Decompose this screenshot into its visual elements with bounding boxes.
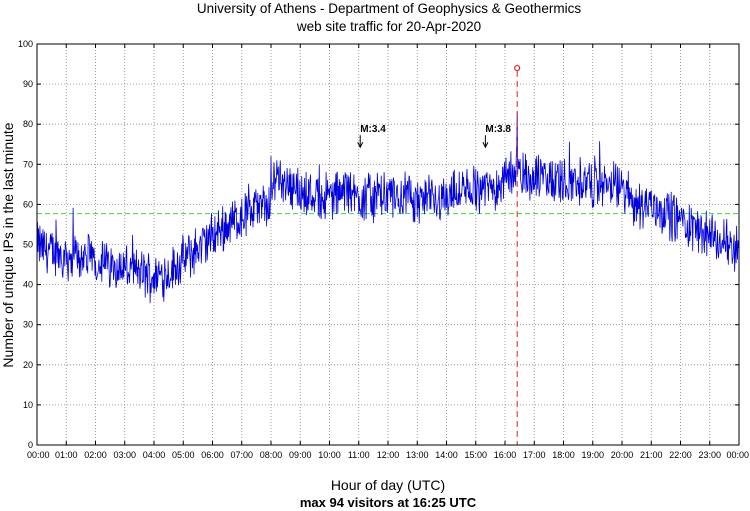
x-axis-label: Hour of day (UTC): [331, 477, 445, 493]
x-tick-label: 05:00: [172, 450, 195, 460]
x-tick-label: 03:00: [113, 450, 136, 460]
y-tick-label: 10: [23, 400, 33, 410]
x-tick-label: 02:00: [84, 450, 107, 460]
series-line: [36, 112, 740, 304]
y-tick-label: 70: [23, 159, 33, 169]
x-tick-label: 19:00: [581, 450, 604, 460]
annotation-arrow-head: [482, 141, 489, 149]
x-tick-label: 13:00: [406, 450, 429, 460]
x-tick-label: 14:00: [435, 450, 458, 460]
x-tick-label: 07:00: [230, 450, 253, 460]
x-tick-label: 12:00: [377, 450, 400, 460]
x-tick-label: 18:00: [552, 450, 575, 460]
x-tick-label: 23:00: [698, 450, 721, 460]
max-marker-dot: [514, 64, 521, 72]
y-tick-label: 50: [23, 240, 33, 250]
x-tick-label: 00:00: [27, 450, 50, 460]
x-tick-label: 17:00: [523, 450, 546, 460]
max-caption: max 94 visitors at 16:25 UTC: [300, 495, 477, 510]
y-axis-ticks: 0 10 20 30 40 50 60 70 80 90 100: [18, 39, 739, 450]
x-tick-label: 06:00: [201, 450, 224, 460]
x-tick-label: 09:00: [289, 450, 312, 460]
x-tick-label: 16:00: [494, 450, 517, 460]
y-tick-label: 30: [23, 320, 33, 330]
x-tick-label: 00:00: [726, 450, 749, 460]
y-tick-label: 80: [23, 119, 33, 129]
annotation-label: M:3.8: [485, 124, 511, 135]
y-axis-label: Number of unique IPs in the last minute: [0, 122, 16, 367]
y-tick-label: 0: [28, 440, 33, 450]
chart-subtitle: web site traffic for 20-Apr-2020: [296, 19, 481, 34]
event-annotations: M:3.4 M:3.8: [357, 124, 511, 149]
x-tick-label: 21:00: [640, 450, 663, 460]
y-tick-label: 90: [23, 79, 33, 89]
y-tick-label: 40: [23, 280, 33, 290]
chart-title: University of Athens - Department of Geo…: [197, 1, 581, 16]
x-tick-label: 01:00: [55, 450, 78, 460]
x-tick-label: 04:00: [143, 450, 166, 460]
y-tick-label: 60: [23, 199, 33, 209]
x-tick-label: 08:00: [260, 450, 283, 460]
y-tick-label: 20: [23, 360, 33, 370]
x-tick-label: 11:00: [348, 450, 370, 460]
x-axis-ticks: 00:00 01:00 02:00 03:00 04:00 05:00 06:00 07:00…: [27, 44, 749, 460]
x-tick-label: 10:00: [318, 450, 341, 460]
y-tick-label: 100: [18, 39, 33, 49]
plot-frame: [36, 43, 740, 446]
annotation-label: M:3.4: [360, 124, 386, 135]
annotation-arrow-head: [357, 141, 364, 149]
x-tick-label: 22:00: [669, 450, 692, 460]
grid-lines: [37, 44, 739, 445]
x-tick-label: 15:00: [464, 450, 487, 460]
x-tick-label: 20:00: [611, 450, 634, 460]
